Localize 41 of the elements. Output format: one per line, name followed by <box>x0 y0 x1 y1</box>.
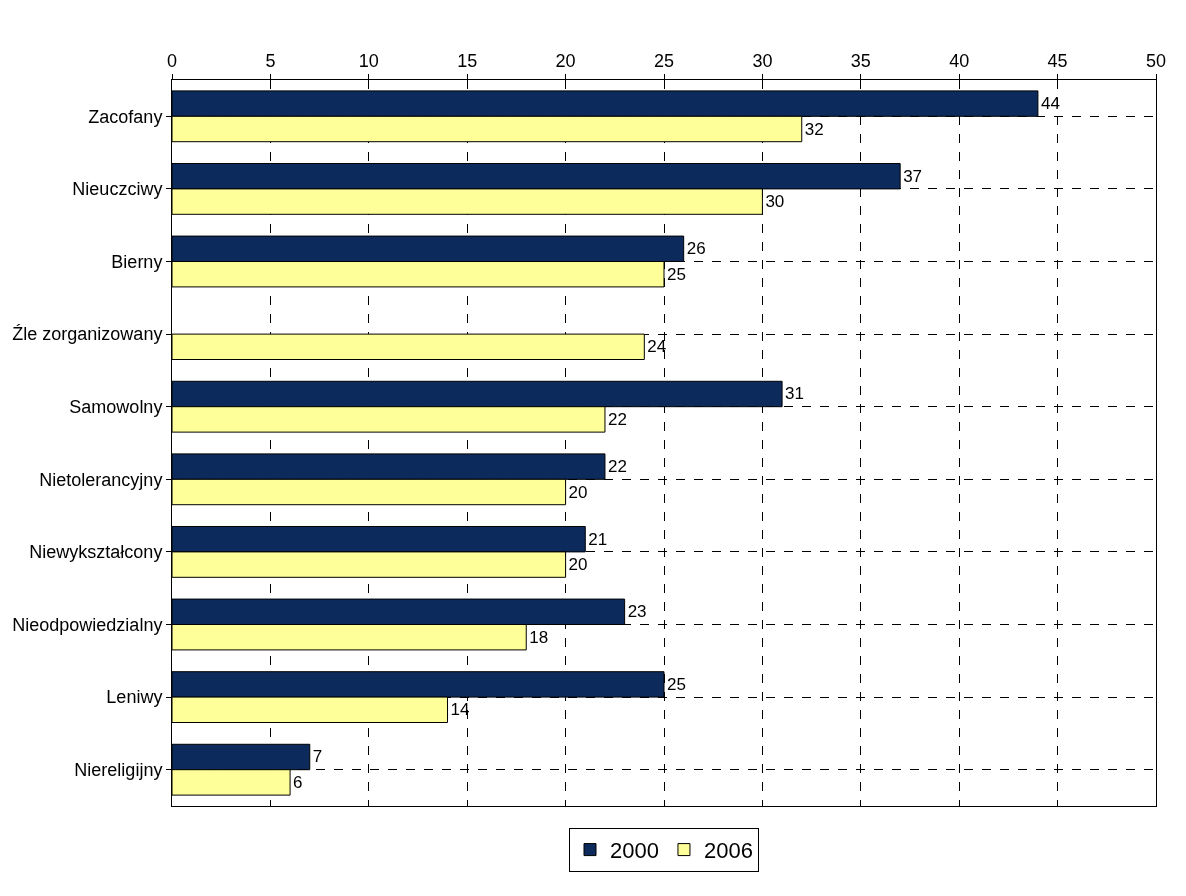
x-tick-label: 0 <box>166 50 178 71</box>
data-label: 20 <box>568 482 588 502</box>
data-label: 23 <box>627 602 647 622</box>
x-tick-label: 20 <box>555 50 576 71</box>
data-label: 31 <box>785 384 804 404</box>
data-label: 26 <box>686 239 706 259</box>
data-label: 24 <box>647 337 667 357</box>
x-tick-label: 30 <box>752 50 773 71</box>
data-label: 20 <box>568 555 588 575</box>
x-tick-label: 35 <box>850 50 871 71</box>
y-tick-label: Zacofany <box>88 106 163 127</box>
x-tick-label: 45 <box>1047 50 1068 71</box>
data-label: 22 <box>607 457 627 477</box>
y-tick-label: Niewykształcony <box>29 542 163 563</box>
x-tick-label: 15 <box>457 50 478 71</box>
y-tick-label: Nietolerancyjny <box>39 469 163 490</box>
y-tick-label: Nieodpowiedzialny <box>12 614 163 635</box>
data-label: 18 <box>529 627 549 647</box>
data-label: 32 <box>804 119 824 139</box>
data-label: 21 <box>588 529 608 549</box>
x-tick-label: 40 <box>949 50 970 71</box>
legend-label: 2006 <box>703 838 753 864</box>
y-tick-label: Samowolny <box>69 397 163 417</box>
data-label: 22 <box>607 409 627 429</box>
x-tick-label: 10 <box>358 50 379 71</box>
x-tick-label: 25 <box>653 50 675 71</box>
y-tick-label: Niereligijny <box>74 760 163 780</box>
x-tick-label: 50 <box>1145 50 1167 71</box>
data-label: 14 <box>450 700 470 720</box>
y-tick-label: Leniwy <box>106 687 163 708</box>
y-tick-label: Bierny <box>111 251 163 272</box>
y-tick-label: Nieuczciwy <box>72 179 163 200</box>
data-label: 30 <box>765 192 785 212</box>
y-tick-label: Źle zorganizowany <box>12 324 163 345</box>
data-label: 7 <box>312 747 323 767</box>
legend-label: 2000 <box>610 838 659 864</box>
data-label: 37 <box>903 166 923 186</box>
data-label: 25 <box>667 264 686 284</box>
data-label: 25 <box>667 674 686 694</box>
x-tick-label: 5 <box>265 50 276 71</box>
data-label: 6 <box>293 772 303 792</box>
